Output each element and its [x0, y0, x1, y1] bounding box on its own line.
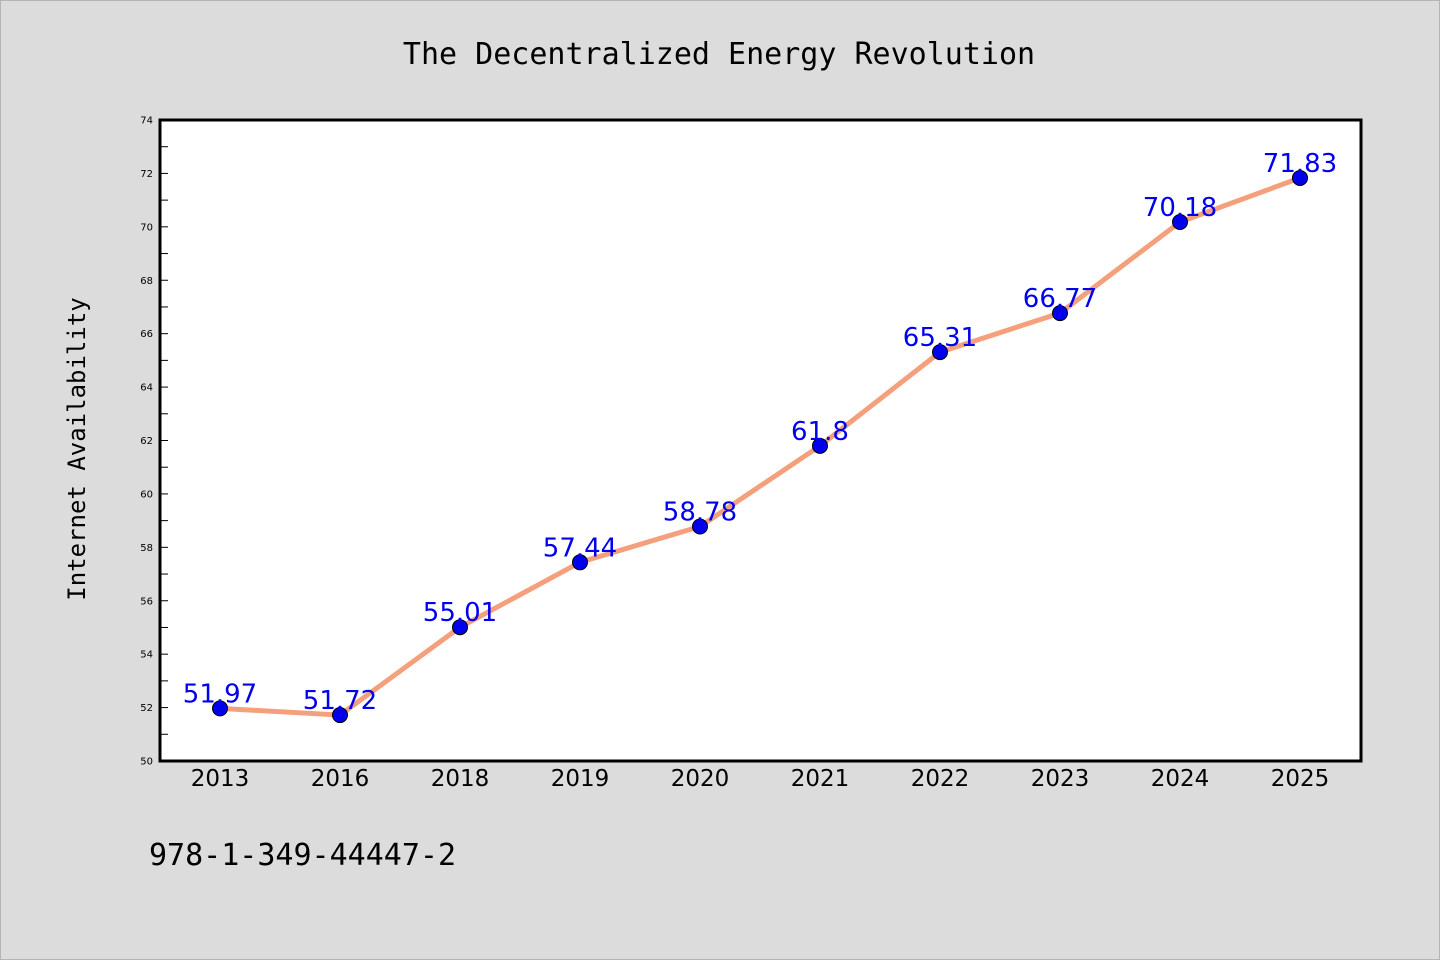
data-point	[1052, 305, 1068, 322]
y-tick-label: 64	[140, 383, 153, 394]
x-tick-label: 2021	[791, 766, 850, 792]
x-tick-label: 2020	[671, 766, 730, 792]
y-tick-label: 52	[140, 703, 153, 714]
x-tick-label: 2025	[1271, 766, 1330, 792]
y-axis: 50 52 54 56 58 60 62 64 66 68 70 72 74	[140, 116, 168, 768]
y-tick-label: 72	[140, 169, 153, 180]
x-tick-label: 2022	[911, 766, 970, 792]
y-tick-label: 58	[140, 543, 153, 554]
data-point	[1292, 169, 1308, 186]
data-point	[932, 344, 948, 361]
series-layer	[212, 169, 1308, 724]
x-tick-label: 2016	[311, 766, 370, 792]
x-tick-label: 2013	[191, 766, 250, 792]
data-label: 70.18	[1143, 193, 1217, 223]
data-point	[1172, 214, 1188, 231]
x-axis: 2013 2016 2018 2019 2020 2021 2022 2023 2024 2025	[191, 766, 1330, 792]
data-label: 65.31	[903, 323, 977, 353]
data-point	[332, 707, 348, 724]
data-label: 55.01	[423, 598, 497, 628]
y-tick-label: 68	[140, 276, 153, 287]
data-label: 61.8	[791, 417, 849, 447]
data-label: 51.72	[303, 686, 377, 716]
x-tick-label: 2018	[431, 766, 490, 792]
data-point	[212, 700, 228, 717]
data-point	[572, 554, 588, 571]
plot-area	[158, 118, 1363, 763]
y-tick-label: 60	[140, 489, 153, 500]
data-point	[812, 437, 828, 454]
data-point	[692, 518, 708, 535]
y-tick-label: 54	[140, 650, 153, 661]
chart-title: The Decentralized Energy Revolution	[403, 37, 1035, 72]
data-labels: 51.97 51.72 55.01 57.44 58.78 61.8 65.31 66.77 7…	[183, 149, 1337, 716]
y-tick-label: 56	[140, 596, 153, 607]
y-tick-label: 70	[140, 222, 153, 233]
data-label: 71.83	[1263, 149, 1337, 179]
y-tick-label: 50	[140, 757, 153, 768]
x-tick-label: 2023	[1031, 766, 1090, 792]
data-label: 57.44	[543, 533, 617, 563]
y-tick-label: 74	[140, 116, 153, 127]
data-label: 58.78	[663, 498, 737, 528]
footer-code: 978-1-349-44447-2	[149, 838, 456, 873]
y-axis-label: Internet Availability	[63, 297, 91, 600]
data-label: 66.77	[1023, 284, 1097, 314]
y-tick-label: 62	[140, 436, 153, 447]
data-point	[452, 619, 468, 636]
data-label: 51.97	[183, 679, 257, 709]
series-line	[217, 175, 1303, 718]
y-tick-label: 66	[140, 329, 153, 340]
x-tick-label: 2019	[551, 766, 610, 792]
x-tick-label: 2024	[1151, 766, 1210, 792]
